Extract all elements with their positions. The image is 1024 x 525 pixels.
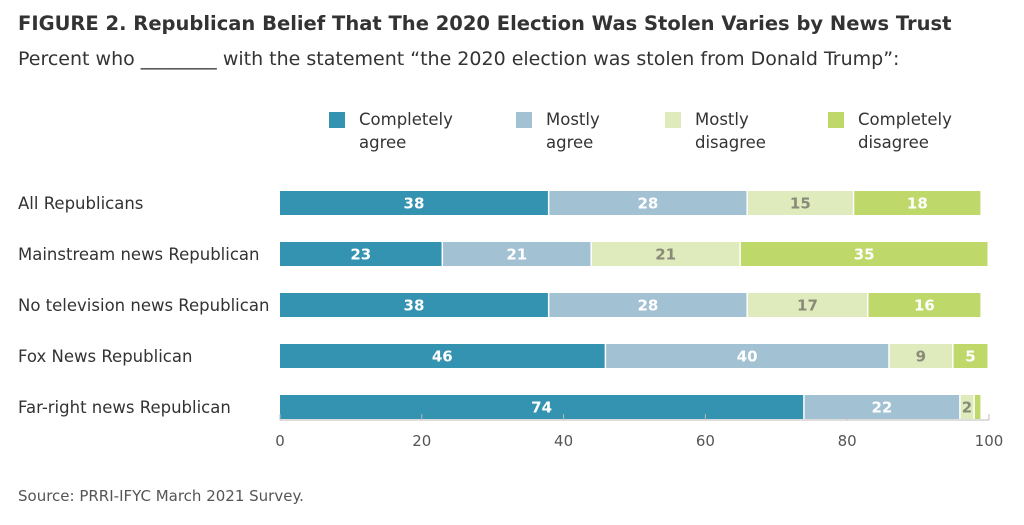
data-label-mostly-agree-fox-news-republican: 40 <box>737 348 758 366</box>
legend-swatch-mostly-disagree <box>665 112 681 128</box>
legend-swatch-mostly-agree <box>516 112 532 128</box>
legend-label-line: disagree <box>858 133 929 152</box>
legend-label-line: agree <box>546 133 594 152</box>
bar-mostly-agree-all-republicans <box>549 191 747 215</box>
x-tick-label-0: 0 <box>275 432 285 450</box>
legend-label-completely-agree: Completely agree <box>359 108 479 154</box>
bar-completely-disagree-far-right-news-republican <box>974 395 981 419</box>
bar-mostly-disagree-mainstream-news-republican <box>591 242 740 266</box>
legend-label-mostly-disagree: Mostly disagree <box>695 108 815 154</box>
legend-label-line: disagree <box>695 133 766 152</box>
bar-mostly-agree-fox-news-republican <box>606 344 889 368</box>
legend-label-mostly-agree: Mostly agree <box>546 108 666 154</box>
legend-label-line: agree <box>359 133 407 152</box>
category-label-fox-news-republican: Fox News Republican <box>18 347 192 366</box>
data-label-mostly-agree-far-right-news-republican: 22 <box>871 399 892 417</box>
x-tick-label-60: 60 <box>696 432 715 450</box>
data-label-mostly-agree-no-television-news-republican: 28 <box>637 297 658 315</box>
bar-mostly-agree-mainstream-news-republican <box>443 242 591 266</box>
data-label-mostly-disagree-mainstream-news-republican: 21 <box>655 246 676 264</box>
legend-label-line: Mostly <box>695 110 749 129</box>
bar-completely-agree-all-republicans <box>280 191 548 215</box>
legend-swatch-completely-agree <box>329 112 345 128</box>
bar-completely-agree-mainstream-news-republican <box>280 242 442 266</box>
legend-item-completely-disagree: Completely disagree <box>828 108 978 154</box>
category-label-mainstream-news-republican: Mainstream news Republican <box>18 245 260 264</box>
bar-completely-disagree-mainstream-news-republican <box>740 242 988 266</box>
source-note: Source: PRRI-IFYC March 2021 Survey. <box>18 487 304 505</box>
data-label-completely-disagree-fox-news-republican: 5 <box>965 348 975 366</box>
bar-mostly-disagree-far-right-news-republican <box>960 395 974 419</box>
data-label-mostly-agree-mainstream-news-republican: 21 <box>506 246 527 264</box>
bar-completely-disagree-no-television-news-republican <box>868 293 981 317</box>
data-label-completely-agree-far-right-news-republican: 74 <box>531 399 552 417</box>
data-label-completely-agree-mainstream-news-republican: 23 <box>350 246 371 264</box>
data-label-completely-agree-no-television-news-republican: 38 <box>404 297 425 315</box>
legend-item-mostly-agree: Mostly agree <box>516 108 666 154</box>
data-label-mostly-disagree-no-television-news-republican: 17 <box>797 297 818 315</box>
category-label-far-right-news-republican: Far-right news Republican <box>18 398 231 417</box>
category-label-no-television-news-republican: No television news Republican <box>18 296 269 315</box>
legend-label-line: Mostly <box>546 110 600 129</box>
bar-completely-agree-far-right-news-republican <box>280 395 804 419</box>
legend-label-completely-disagree: Completely disagree <box>858 108 978 154</box>
bar-mostly-agree-far-right-news-republican <box>804 395 960 419</box>
x-tick-label-40: 40 <box>554 432 573 450</box>
bar-mostly-disagree-all-republicans <box>747 191 853 215</box>
chart-title: FIGURE 2. Republican Belief That The 202… <box>18 12 952 35</box>
data-label-completely-disagree-all-republicans: 18 <box>907 195 928 213</box>
category-label-all-republicans: All Republicans <box>18 194 143 213</box>
bar-completely-agree-no-television-news-republican <box>280 293 548 317</box>
bar-completely-disagree-fox-news-republican <box>953 344 988 368</box>
bar-mostly-disagree-fox-news-republican <box>889 344 953 368</box>
x-tick-label-80: 80 <box>838 432 857 450</box>
data-label-mostly-agree-all-republicans: 28 <box>637 195 658 213</box>
data-label-mostly-disagree-far-right-news-republican: 2 <box>962 399 972 417</box>
x-tick-label-20: 20 <box>412 432 431 450</box>
bar-mostly-disagree-no-television-news-republican <box>747 293 867 317</box>
legend-label-line: Completely <box>359 110 453 129</box>
data-label-completely-agree-all-republicans: 38 <box>404 195 425 213</box>
bar-mostly-agree-no-television-news-republican <box>549 293 747 317</box>
data-label-completely-agree-fox-news-republican: 46 <box>432 348 453 366</box>
legend-item-completely-agree: Completely agree <box>329 108 479 154</box>
legend-label-line: Completely <box>858 110 952 129</box>
data-label-mostly-disagree-all-republicans: 15 <box>790 195 811 213</box>
data-label-completely-disagree-no-television-news-republican: 16 <box>914 297 935 315</box>
legend-swatch-completely-disagree <box>828 112 844 128</box>
data-label-mostly-disagree-fox-news-republican: 9 <box>916 348 926 366</box>
legend-item-mostly-disagree: Mostly disagree <box>665 108 815 154</box>
legend: Completely agree Mostly agree Mostly dis… <box>0 108 1024 158</box>
x-tick-label-100: 100 <box>975 432 1004 450</box>
data-label-completely-disagree-mainstream-news-republican: 35 <box>854 246 875 264</box>
bar-completely-disagree-all-republicans <box>854 191 981 215</box>
chart-subtitle: Percent who ________ with the statement … <box>18 48 900 70</box>
bar-completely-agree-fox-news-republican <box>280 344 605 368</box>
